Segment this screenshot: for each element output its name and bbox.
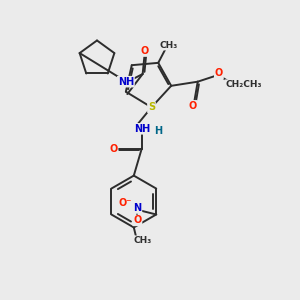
Text: O⁻: O⁻ xyxy=(119,198,132,208)
Text: CH₃: CH₃ xyxy=(159,41,178,50)
Text: O: O xyxy=(133,215,142,225)
Text: CH₃: CH₃ xyxy=(134,236,152,245)
Text: O: O xyxy=(215,68,223,78)
Text: N: N xyxy=(133,203,142,213)
Text: H: H xyxy=(154,126,162,136)
Text: NH: NH xyxy=(118,77,134,87)
Text: O: O xyxy=(188,101,196,111)
Text: S: S xyxy=(148,102,155,112)
Text: O: O xyxy=(141,46,149,56)
Text: O: O xyxy=(110,143,118,154)
Text: NH: NH xyxy=(134,124,150,134)
Text: CH₂CH₃: CH₂CH₃ xyxy=(225,80,262,89)
